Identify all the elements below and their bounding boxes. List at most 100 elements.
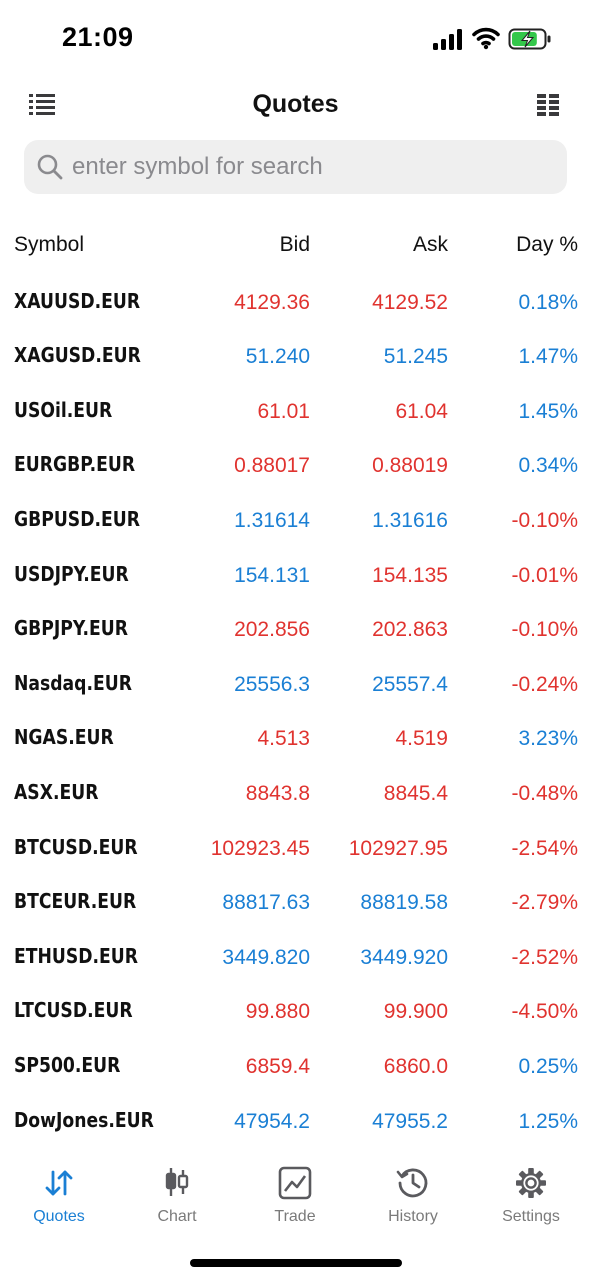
day-change-cell: -2.79% xyxy=(511,891,578,915)
bid-cell: 0.88017 xyxy=(234,454,310,478)
ask-cell: 4.519 xyxy=(395,727,448,751)
ask-cell: 4129.52 xyxy=(372,290,448,314)
tab-label-history: History xyxy=(388,1208,438,1225)
header-symbol: Symbol xyxy=(14,233,85,256)
bid-cell: 47954.2 xyxy=(234,1109,310,1133)
tab-settings[interactable]: Settings xyxy=(472,1158,590,1234)
battery-charging-icon xyxy=(508,28,551,50)
table-row[interactable]: BTCUSD.EUR 102923.45 102927.95 -2.54% xyxy=(0,819,591,874)
bid-cell: 4129.36 xyxy=(234,290,310,314)
table-row[interactable]: SP500.EUR 6859.4 6860.0 0.25% xyxy=(0,1037,591,1092)
nav-bar: Quotes xyxy=(0,80,591,130)
symbol-cell: DowJones.EUR xyxy=(14,1107,154,1132)
list-menu-icon[interactable] xyxy=(28,92,56,118)
ask-cell: 8845.4 xyxy=(383,781,448,805)
table-row[interactable]: XAUUSD.EUR 4129.36 4129.52 0.18% xyxy=(0,273,591,328)
bid-cell: 8843.8 xyxy=(245,781,310,805)
ask-cell: 102927.95 xyxy=(348,836,448,860)
bid-cell: 99.880 xyxy=(245,1000,310,1024)
day-change-cell: -0.10% xyxy=(511,508,578,532)
arrows-up-down-icon xyxy=(45,1170,73,1196)
symbol-cell: XAUUSD.EUR xyxy=(14,288,141,313)
status-time: 21:09 xyxy=(62,22,134,52)
ask-cell: 61.04 xyxy=(395,399,448,423)
detail-view-icon[interactable] xyxy=(536,92,560,118)
day-change-cell: 1.25% xyxy=(518,1109,578,1133)
bid-cell: 102923.45 xyxy=(210,836,310,860)
search-input[interactable] xyxy=(72,148,542,186)
search-bar[interactable] xyxy=(24,140,567,194)
ask-cell: 47955.2 xyxy=(372,1109,448,1133)
ask-cell: 25557.4 xyxy=(372,672,448,696)
symbol-cell: USOil.EUR xyxy=(14,397,113,422)
day-change-cell: 1.47% xyxy=(518,345,578,369)
bid-cell: 3449.820 xyxy=(222,945,310,969)
ask-cell: 0.88019 xyxy=(372,454,448,478)
tab-history[interactable]: History xyxy=(354,1158,472,1234)
table-row[interactable]: GBPUSD.EUR 1.31614 1.31616 -0.10% xyxy=(0,491,591,546)
tab-label-chart: Chart xyxy=(157,1208,197,1225)
wifi-icon xyxy=(472,27,500,50)
tab-chart[interactable]: Chart xyxy=(118,1158,236,1234)
symbol-cell: GBPUSD.EUR xyxy=(14,506,140,531)
symbol-cell: NGAS.EUR xyxy=(14,725,114,750)
table-row[interactable]: DowJones.EUR 47954.2 47955.2 1.25% xyxy=(0,1092,591,1147)
table-row[interactable]: Nasdaq.EUR 25556.3 25557.4 -0.24% xyxy=(0,655,591,710)
bid-cell: 154.131 xyxy=(234,563,310,587)
symbol-cell: ASX.EUR xyxy=(14,779,99,804)
table-row[interactable]: GBPJPY.EUR 202.856 202.863 -0.10% xyxy=(0,600,591,655)
tab-trade[interactable]: Trade xyxy=(236,1158,354,1234)
day-change-cell: -0.24% xyxy=(511,672,578,696)
history-clock-icon xyxy=(396,1168,428,1198)
table-row[interactable]: XAGUSD.EUR 51.240 51.245 1.47% xyxy=(0,327,591,382)
day-change-cell: 0.25% xyxy=(518,1054,578,1078)
day-change-cell: 1.45% xyxy=(518,399,578,423)
page-title: Quotes xyxy=(252,90,339,118)
day-change-cell: -0.01% xyxy=(511,563,578,587)
day-change-cell: 3.23% xyxy=(518,727,578,751)
ask-cell: 1.31616 xyxy=(372,508,448,532)
day-change-cell: -0.48% xyxy=(511,781,578,805)
gear-icon xyxy=(516,1168,546,1198)
table-row[interactable]: EURGBP.EUR 0.88017 0.88019 0.34% xyxy=(0,436,591,491)
day-change-cell: -2.54% xyxy=(511,836,578,860)
symbol-cell: BTCEUR.EUR xyxy=(14,889,137,914)
header-ask: Ask xyxy=(412,233,448,256)
symbol-cell: Nasdaq.EUR xyxy=(14,670,132,695)
tab-label-settings: Settings xyxy=(502,1208,560,1225)
ask-cell: 6860.0 xyxy=(383,1054,448,1078)
table-row[interactable]: LTCUSD.EUR 99.880 99.900 -4.50% xyxy=(0,982,591,1037)
candlestick-icon xyxy=(165,1168,189,1196)
tab-label-trade: Trade xyxy=(274,1208,316,1225)
symbol-cell: LTCUSD.EUR xyxy=(14,998,133,1023)
tab-bar: Quotes Chart Trade History xyxy=(0,1158,591,1238)
status-bar: 21:09 xyxy=(0,0,591,72)
bid-cell: 88817.63 xyxy=(222,891,310,915)
symbol-cell: ETHUSD.EUR xyxy=(14,943,139,968)
table-row[interactable]: ETHUSD.EUR 3449.820 3449.920 -2.52% xyxy=(0,928,591,983)
symbol-cell: BTCUSD.EUR xyxy=(14,834,138,859)
symbol-cell: SP500.EUR xyxy=(14,1052,121,1077)
cellular-signal-icon xyxy=(433,29,462,50)
search-icon xyxy=(37,154,63,180)
ask-cell: 202.863 xyxy=(372,618,448,642)
ask-cell: 51.245 xyxy=(383,345,448,369)
bid-cell: 4.513 xyxy=(257,727,310,751)
symbol-cell: EURGBP.EUR xyxy=(14,452,136,477)
symbol-cell: GBPJPY.EUR xyxy=(14,616,128,641)
table-row[interactable]: USOil.EUR 61.01 61.04 1.45% xyxy=(0,382,591,437)
table-row[interactable]: BTCEUR.EUR 88817.63 88819.58 -2.79% xyxy=(0,873,591,928)
quotes-table: Symbol Bid Ask Day % XAUUSD.EUR 4129.36 41… xyxy=(0,218,591,1146)
symbol-cell: USDJPY.EUR xyxy=(14,561,129,586)
day-change-cell: -0.10% xyxy=(511,618,578,642)
table-row[interactable]: NGAS.EUR 4.513 4.519 3.23% xyxy=(0,709,591,764)
bid-cell: 61.01 xyxy=(257,399,310,423)
tab-quotes[interactable]: Quotes xyxy=(0,1158,118,1234)
table-row[interactable]: USDJPY.EUR 154.131 154.135 -0.01% xyxy=(0,546,591,601)
header-day-percent: Day % xyxy=(516,233,578,256)
table-row[interactable]: ASX.EUR 8843.8 8845.4 -0.48% xyxy=(0,764,591,819)
table-header: Symbol Bid Ask Day % xyxy=(0,218,591,273)
home-indicator[interactable] xyxy=(190,1259,402,1267)
bid-cell: 1.31614 xyxy=(234,508,310,532)
bid-cell: 25556.3 xyxy=(234,672,310,696)
